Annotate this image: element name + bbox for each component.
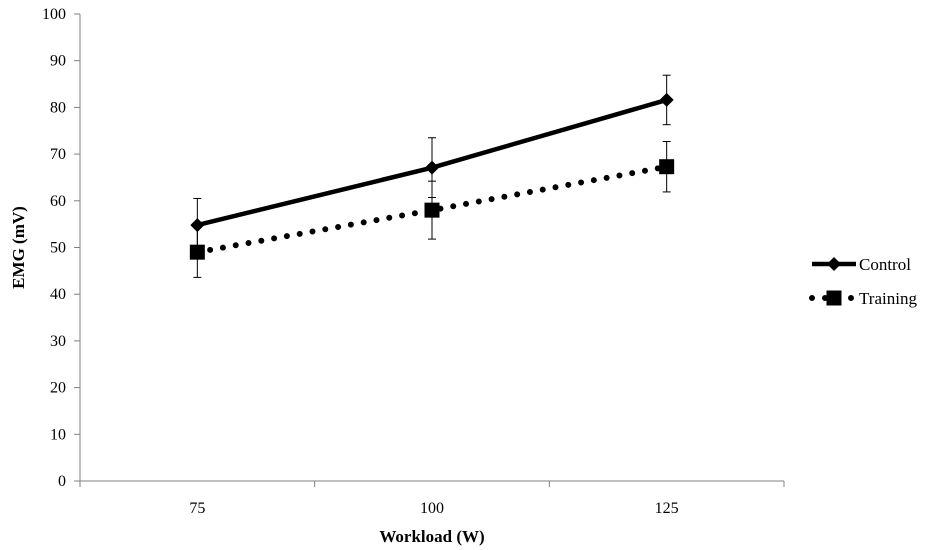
y-axis-title: EMG (mV): [9, 206, 28, 289]
legend-item-control: Control: [812, 255, 911, 274]
x-tick-label: 100: [420, 500, 444, 517]
legend: Control Training: [809, 255, 917, 308]
series-layer: [189, 74, 675, 278]
x-axis-title: Workload (W): [379, 527, 484, 546]
x-tick-label: 75: [189, 500, 205, 517]
y-tick-label: 80: [50, 99, 66, 116]
data-point-control: [659, 92, 674, 107]
series-line-training: [194, 163, 670, 256]
series-training: [189, 140, 675, 278]
legend-marker-training: [826, 290, 842, 306]
y-tick-label: 40: [50, 286, 66, 303]
legend-marker-control: [827, 257, 841, 271]
y-tick-label: 0: [58, 473, 66, 490]
data-point-training: [424, 202, 440, 218]
series-control: [190, 74, 674, 253]
x-axis-ticks: 75 100 125: [79, 481, 785, 517]
axes: [79, 14, 784, 482]
y-tick-label: 90: [50, 53, 66, 70]
y-tick-label: 20: [50, 380, 66, 397]
legend-label-control: Control: [859, 255, 911, 274]
y-tick-label: 70: [50, 146, 66, 163]
x-tick-label: 125: [655, 500, 679, 517]
y-tick-label: 60: [50, 193, 66, 210]
data-point-control: [425, 160, 439, 175]
legend-item-training: Training: [809, 289, 917, 308]
legend-label-training: Training: [859, 289, 917, 308]
y-tick-label: 30: [50, 333, 66, 350]
y-tick-label: 50: [50, 240, 66, 257]
y-axis-ticks: 0 10 20 30 40 50 60 70 80 90 100: [42, 6, 80, 490]
y-tick-label: 100: [42, 6, 66, 23]
y-tick-label: 10: [50, 426, 66, 443]
data-point-training: [659, 159, 675, 175]
data-point-control: [190, 218, 205, 233]
data-point-training: [189, 244, 205, 260]
